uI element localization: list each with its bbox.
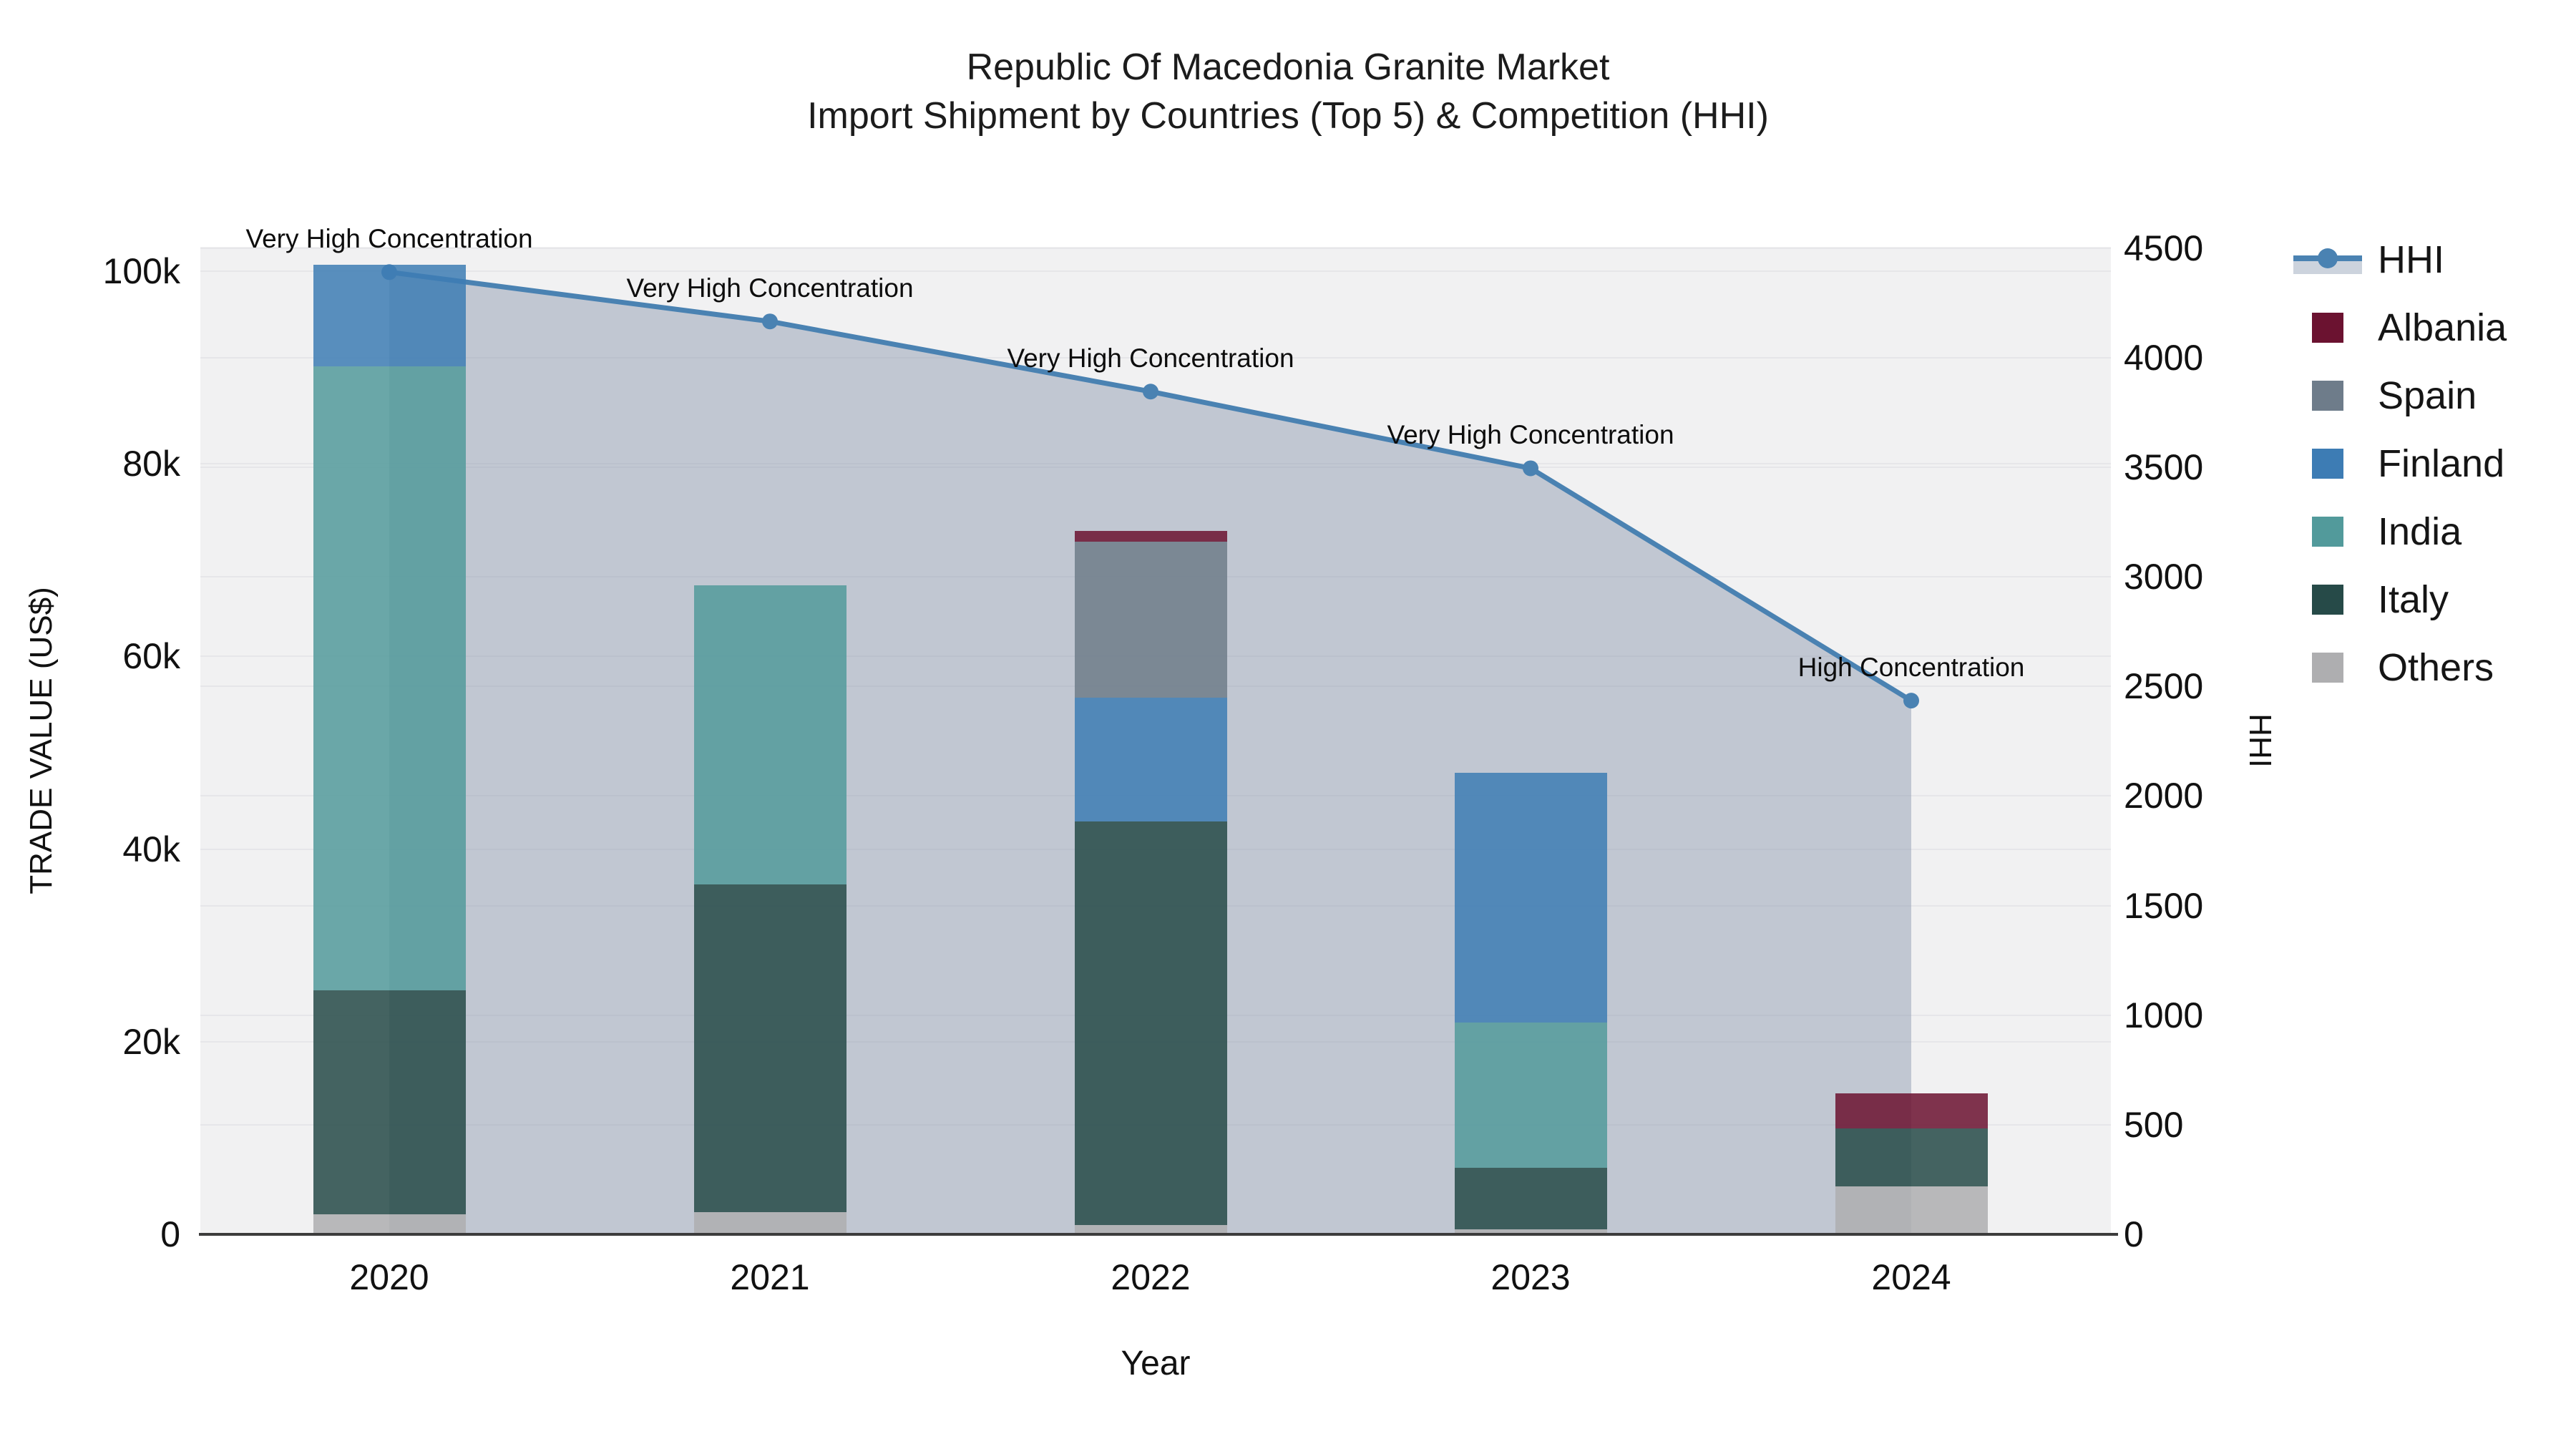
color-swatch-icon (2312, 380, 2343, 411)
hhi-marker-icon (2318, 248, 2338, 268)
x-tick-2022: 2022 (1111, 1257, 1191, 1297)
legend-label-albania: Albania (2378, 306, 2507, 349)
left-tick-40k: 40k (122, 829, 180, 869)
legend-label-india: India (2378, 509, 2462, 553)
annotation-2020: Very High Concentration (245, 224, 533, 254)
gridline-left-80000 (200, 463, 2111, 465)
legend-swatch-albania (2293, 306, 2362, 349)
legend-item-italy[interactable]: Italy (2293, 565, 2507, 633)
right-tick-0: 0 (2124, 1214, 2144, 1254)
legend: HHI Albania Spain Finland India Italy Others (2293, 225, 2507, 701)
bar-2021-italy (693, 884, 847, 1213)
bar-2021-india (693, 585, 847, 885)
legend-swatch-finland (2293, 442, 2362, 485)
gridline-right-4500 (200, 247, 2111, 249)
legend-swatch-india (2293, 510, 2362, 553)
annotation-2024: High Concentration (1797, 653, 2025, 683)
bar-2024-others (1835, 1186, 1988, 1234)
bar-2022-others (1074, 1224, 1227, 1234)
right-tick-1500: 1500 (2124, 885, 2204, 926)
color-swatch-icon (2312, 652, 2343, 683)
legend-label-italy: Italy (2378, 577, 2449, 621)
x-axis-line (199, 1233, 2118, 1236)
chart-title-line1: Republic Of Macedonia Granite Market (966, 47, 1610, 88)
right-tick-2000: 2000 (2124, 776, 2204, 816)
bar-2022-albania (1074, 531, 1227, 542)
right-tick-2500: 2500 (2124, 666, 2204, 707)
annotation-2023: Very High Concentration (1387, 420, 1674, 450)
x-tick-2024: 2024 (1871, 1257, 1951, 1297)
gridline-right-3500 (200, 466, 2111, 468)
legend-label-hhi: HHI (2378, 238, 2444, 281)
left-tick-60k: 60k (122, 636, 180, 677)
legend-item-others[interactable]: Others (2293, 633, 2507, 701)
chart-title: Republic Of Macedonia Granite Market Imp… (0, 43, 2576, 140)
bar-2024-albania (1835, 1093, 1988, 1128)
hhi-marker-2022 (1143, 384, 1158, 400)
annotation-2021: Very High Concentration (626, 273, 914, 303)
legend-item-india[interactable]: India (2293, 497, 2507, 565)
color-swatch-icon (2312, 448, 2343, 479)
bar-2021-others (693, 1212, 847, 1234)
hhi-line-icon (2293, 238, 2362, 281)
annotation-2022: Very High Concentration (1007, 343, 1294, 374)
legend-label-spain: Spain (2378, 374, 2477, 417)
x-axis-title: Year (1121, 1345, 1191, 1382)
left-tick-20k: 20k (122, 1021, 180, 1062)
legend-swatch-italy (2293, 578, 2362, 621)
hhi-marker-2021 (762, 313, 778, 330)
right-tick-3500: 3500 (2124, 447, 2204, 487)
bar-2022-finland (1074, 698, 1227, 821)
bar-2020-others (313, 1214, 466, 1234)
gridline-right-4000 (200, 356, 2111, 358)
bar-2020-finland (313, 264, 466, 367)
legend-swatch-others (2293, 646, 2362, 689)
gridline-left-100000 (200, 270, 2111, 272)
bar-2022-spain (1074, 542, 1227, 698)
chart-title-line2: Import Shipment by Countries (Top 5) & C… (807, 95, 1769, 137)
legend-item-spain[interactable]: Spain (2293, 361, 2507, 429)
hhi-marker-2024 (1903, 693, 1919, 709)
x-tick-2021: 2021 (730, 1257, 810, 1297)
right-axis-title: HHI (2243, 713, 2278, 768)
x-tick-2023: 2023 (1491, 1257, 1571, 1297)
left-tick-0: 0 (160, 1214, 180, 1254)
right-tick-3000: 3000 (2124, 557, 2204, 597)
hhi-marker-2023 (1523, 460, 1538, 477)
bar-2024-italy (1835, 1128, 1988, 1186)
bar-2023-others (1454, 1229, 1607, 1234)
bar-2020-italy (313, 990, 466, 1214)
color-swatch-icon (2312, 516, 2343, 547)
legend-label-others: Others (2378, 645, 2494, 689)
right-tick-4000: 4000 (2124, 337, 2204, 378)
legend-item-finland[interactable]: Finland (2293, 429, 2507, 497)
left-tick-80k: 80k (122, 444, 180, 484)
right-tick-500: 500 (2124, 1104, 2184, 1145)
x-tick-2020: 2020 (349, 1257, 429, 1297)
left-tick-100k: 100k (102, 251, 180, 291)
bar-2023-finland (1454, 773, 1607, 1023)
bar-2020-india (313, 366, 466, 991)
color-swatch-icon (2312, 312, 2343, 343)
legend-item-albania[interactable]: Albania (2293, 293, 2507, 361)
color-swatch-icon (2312, 584, 2343, 615)
bar-2022-italy (1074, 821, 1227, 1225)
legend-swatch-spain (2293, 374, 2362, 417)
right-tick-4500: 4500 (2124, 228, 2204, 268)
bar-2023-india (1454, 1022, 1607, 1169)
bar-2023-italy (1454, 1168, 1607, 1230)
right-tick-1000: 1000 (2124, 995, 2204, 1035)
left-axis-title: TRADE VALUE (US$) (24, 587, 59, 894)
legend-label-finland: Finland (2378, 441, 2505, 485)
legend-item-hhi[interactable]: HHI (2293, 225, 2507, 293)
